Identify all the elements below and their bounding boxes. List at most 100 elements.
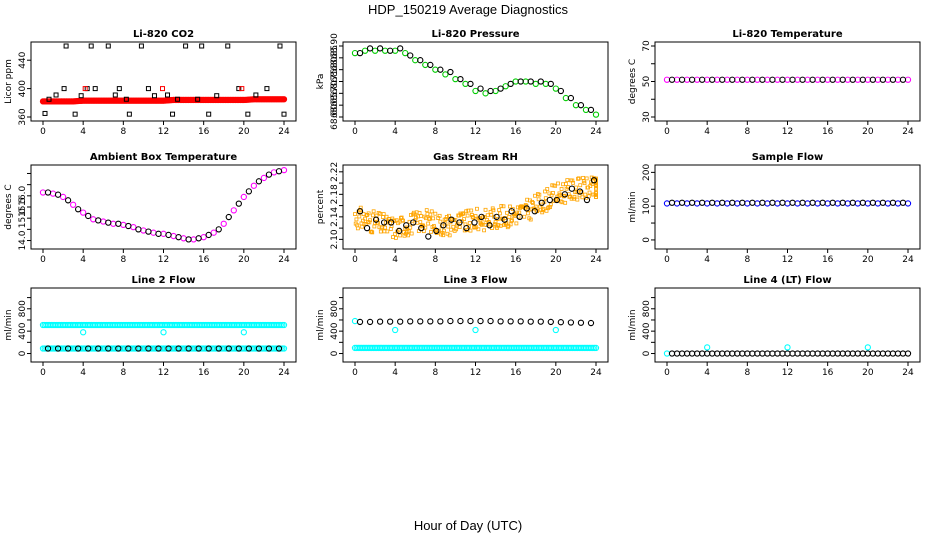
data-point bbox=[543, 189, 547, 194]
data-point bbox=[864, 200, 871, 207]
data-point bbox=[396, 227, 403, 235]
series bbox=[663, 76, 912, 83]
data-point bbox=[376, 318, 384, 325]
data-point bbox=[215, 226, 222, 233]
data-point bbox=[406, 233, 410, 238]
data-point bbox=[372, 224, 377, 229]
x-tick-label: 0 bbox=[664, 255, 670, 265]
data-point bbox=[749, 350, 756, 357]
y-tick-label: 0 bbox=[642, 350, 652, 356]
data-point bbox=[360, 218, 365, 223]
data-point bbox=[824, 200, 831, 207]
data-point bbox=[547, 80, 554, 88]
data-point bbox=[501, 204, 506, 209]
data-point bbox=[889, 199, 897, 206]
data-point bbox=[530, 201, 535, 205]
data-point bbox=[551, 191, 555, 195]
y-axis-label: Licor ppm bbox=[4, 59, 14, 104]
x-tick-label: 4 bbox=[392, 368, 398, 378]
data-point bbox=[739, 76, 746, 83]
series bbox=[351, 344, 600, 352]
data-point bbox=[225, 345, 232, 352]
x-tick-label: 16 bbox=[822, 368, 834, 378]
data-point bbox=[386, 47, 394, 54]
data-point bbox=[145, 86, 151, 92]
data-point bbox=[472, 87, 479, 95]
x-tick-label: 0 bbox=[40, 255, 46, 265]
data-point bbox=[250, 182, 258, 189]
data-point bbox=[563, 200, 568, 205]
data-point bbox=[92, 86, 98, 92]
data-point bbox=[366, 318, 374, 326]
data-point bbox=[493, 213, 500, 221]
data-point bbox=[784, 344, 791, 351]
data-point bbox=[834, 76, 841, 83]
data-point bbox=[461, 211, 466, 216]
data-point bbox=[864, 350, 871, 357]
data-point bbox=[425, 233, 432, 240]
data-point bbox=[508, 204, 512, 209]
data-point bbox=[240, 193, 247, 201]
y-tick-label: 50 bbox=[642, 76, 652, 88]
data-point bbox=[559, 187, 564, 191]
data-point bbox=[59, 193, 67, 201]
series bbox=[82, 86, 245, 92]
data-point bbox=[280, 166, 288, 174]
data-point bbox=[754, 350, 761, 357]
data-point bbox=[437, 66, 444, 73]
data-point bbox=[844, 350, 851, 357]
data-point bbox=[402, 49, 409, 57]
data-point bbox=[225, 213, 232, 221]
data-point bbox=[367, 220, 372, 225]
data-point bbox=[668, 76, 676, 83]
data-point bbox=[356, 318, 364, 326]
x-tick-label: 16 bbox=[198, 368, 210, 378]
data-point bbox=[54, 191, 62, 198]
data-point bbox=[214, 93, 220, 99]
data-point bbox=[854, 350, 861, 357]
data-point bbox=[583, 196, 591, 204]
y-tick-label: 15.0 bbox=[18, 208, 28, 228]
data-point bbox=[819, 199, 826, 206]
data-point bbox=[433, 227, 440, 235]
data-point bbox=[64, 345, 72, 352]
data-point bbox=[580, 195, 585, 200]
data-point bbox=[548, 202, 553, 207]
plot-frame bbox=[654, 164, 921, 250]
data-point bbox=[467, 317, 474, 325]
data-point bbox=[265, 345, 273, 352]
data-point bbox=[719, 199, 726, 206]
data-point bbox=[260, 174, 268, 182]
data-point bbox=[537, 192, 542, 197]
data-point bbox=[280, 321, 288, 329]
x-tick-label: 12 bbox=[782, 127, 793, 137]
data-point bbox=[398, 233, 403, 238]
x-tick-label: 12 bbox=[158, 368, 169, 378]
data-point bbox=[565, 178, 570, 183]
data-point bbox=[501, 216, 508, 223]
data-point bbox=[729, 199, 736, 206]
data-point bbox=[899, 76, 907, 83]
data-point bbox=[427, 318, 434, 325]
data-point bbox=[839, 350, 846, 357]
x-tick-label: 12 bbox=[470, 255, 481, 265]
y-tick-label: 68.85 bbox=[330, 45, 340, 71]
series bbox=[668, 76, 907, 83]
data-point bbox=[400, 218, 405, 223]
data-point bbox=[100, 218, 107, 225]
data-point bbox=[427, 217, 432, 222]
data-point bbox=[507, 214, 512, 219]
x-tick-label: 20 bbox=[550, 255, 562, 265]
data-point bbox=[408, 225, 413, 230]
x-tick-label: 20 bbox=[550, 368, 562, 378]
x-tick-label: 0 bbox=[664, 368, 670, 378]
data-point bbox=[668, 199, 676, 206]
data-point bbox=[477, 85, 484, 92]
data-point bbox=[432, 66, 439, 73]
data-point bbox=[115, 345, 122, 352]
data-point bbox=[462, 217, 466, 222]
panel-title: Line 4 (LT) Flow bbox=[743, 275, 831, 286]
data-point bbox=[729, 76, 736, 83]
y-tick-label: 68.90 bbox=[330, 33, 340, 59]
y-tick-label: 400 bbox=[18, 322, 28, 339]
